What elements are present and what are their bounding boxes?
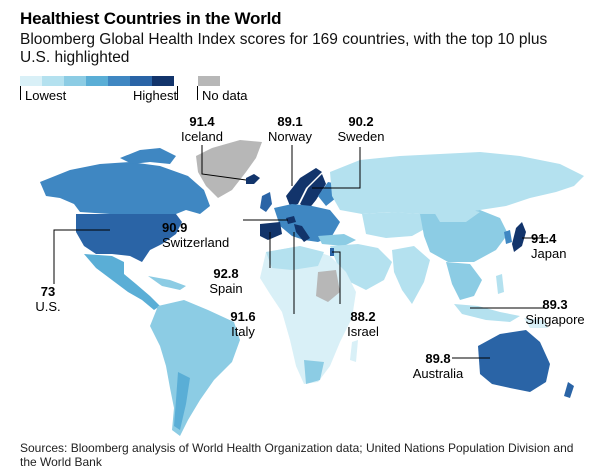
legend-swatch-2 <box>42 76 64 86</box>
iceland-shape <box>246 174 260 184</box>
middle-east-shape <box>330 244 392 290</box>
spain-score: 92.8 <box>213 266 239 281</box>
japan-label: 91.4 Japan <box>531 231 566 261</box>
switzerland-shape <box>286 216 296 224</box>
russia-shape <box>330 152 584 214</box>
australia-name: Australia <box>412 366 464 381</box>
us-leader <box>53 229 110 284</box>
legend-swatch-7 <box>152 76 174 86</box>
spain-label: 92.8 Spain <box>200 266 252 296</box>
japan-score: 91.4 <box>531 231 557 246</box>
iceland-score: 91.4 <box>189 114 215 129</box>
indonesia-shape <box>454 304 520 322</box>
legend-lowest-label: Lowest <box>25 88 67 103</box>
singapore-name: Singapore <box>525 312 585 327</box>
canada-shape <box>40 162 210 214</box>
uk-shape <box>260 192 272 212</box>
norway-name: Norway <box>267 129 313 144</box>
chart-title: Healthiest Countries in the World <box>20 9 282 28</box>
spain-shape <box>260 222 282 240</box>
iceland-leader <box>201 145 247 181</box>
legend-swatch-4 <box>86 76 108 86</box>
israel-score: 88.2 <box>350 309 376 324</box>
india-shape <box>392 246 430 304</box>
north-africa-shape <box>266 246 324 270</box>
color-legend <box>20 76 220 86</box>
legend-no-data-label: No data <box>202 88 248 103</box>
japan-shape <box>512 222 526 252</box>
sweden-label: 90.2 Sweden <box>330 114 392 144</box>
legend-tick-high <box>177 86 178 100</box>
canadian-islands-shape <box>120 148 176 164</box>
source-note: Sources: Bloomberg analysis of World Hea… <box>20 441 574 469</box>
norway-shape <box>286 168 322 206</box>
iceland-name: Iceland <box>181 129 223 144</box>
legend-tick-nodata <box>197 86 198 100</box>
legend-swatch-3 <box>64 76 86 86</box>
legend-highest-label: Highest <box>133 88 178 103</box>
turkey-shape <box>318 234 356 246</box>
israel-name: Israel <box>347 324 379 339</box>
singapore-score: 89.3 <box>542 297 568 312</box>
spain-name: Spain <box>209 281 243 296</box>
philippines-shape <box>496 274 504 294</box>
chart-subtitle: Bloomberg Global Health Index scores for… <box>20 31 548 66</box>
central-asia-shape <box>362 212 430 238</box>
legend-swatch-5 <box>108 76 130 86</box>
australia-score: 89.8 <box>425 351 451 366</box>
greenland-shape <box>196 140 262 198</box>
israel-leader <box>332 251 341 304</box>
israel-label: 88.2 Israel <box>338 309 388 339</box>
switzerland-label: 90.9 Switzerland <box>162 220 229 250</box>
us-score: 73 <box>40 284 56 299</box>
madagascar-shape <box>350 340 358 362</box>
sweden-score: 90.2 <box>348 114 374 129</box>
mexico-shape <box>84 254 160 310</box>
australia-shape <box>478 330 550 392</box>
italy-shape <box>294 224 310 242</box>
sudan-nodata-shape <box>316 270 340 302</box>
usa-shape <box>76 214 182 262</box>
switzerland-name: Switzerland <box>162 235 230 250</box>
norway-label: 89.1 Norway <box>260 114 320 144</box>
sweden-shape <box>300 174 326 210</box>
mongolia-shape <box>434 208 480 222</box>
italy-name: Italy <box>231 324 255 339</box>
singapore-label: 89.3 Singapore <box>520 297 590 327</box>
australia-label: 89.8 Australia <box>402 351 474 381</box>
iceland-label: 91.4 Iceland <box>172 114 232 144</box>
europe-shape <box>274 204 340 242</box>
legend-swatch-1 <box>20 76 42 86</box>
norway-score: 89.1 <box>277 114 303 129</box>
chile-argentina-shape <box>174 372 190 430</box>
japan-name: Japan <box>531 246 567 261</box>
us-label: 73 U.S. <box>28 284 68 314</box>
china-shape <box>420 210 508 262</box>
switzerland-score: 90.9 <box>162 220 188 235</box>
south-america-shape <box>150 300 240 436</box>
legend-tick-low <box>20 86 21 100</box>
sweden-leader <box>312 147 361 189</box>
us-name: U.S. <box>35 299 61 314</box>
legend-swatch-6 <box>130 76 152 86</box>
italy-score: 91.6 <box>230 309 256 324</box>
italy-label: 91.6 Italy <box>218 309 268 339</box>
legend-no-data-swatch <box>198 76 220 86</box>
korea-shape <box>504 230 512 244</box>
sweden-name: Sweden <box>337 129 385 144</box>
south-africa-shape <box>304 360 324 384</box>
caribbean-shape <box>148 276 186 290</box>
papua-shape <box>524 318 548 328</box>
new-zealand-shape <box>564 382 574 398</box>
southeast-asia-shape <box>446 262 482 300</box>
